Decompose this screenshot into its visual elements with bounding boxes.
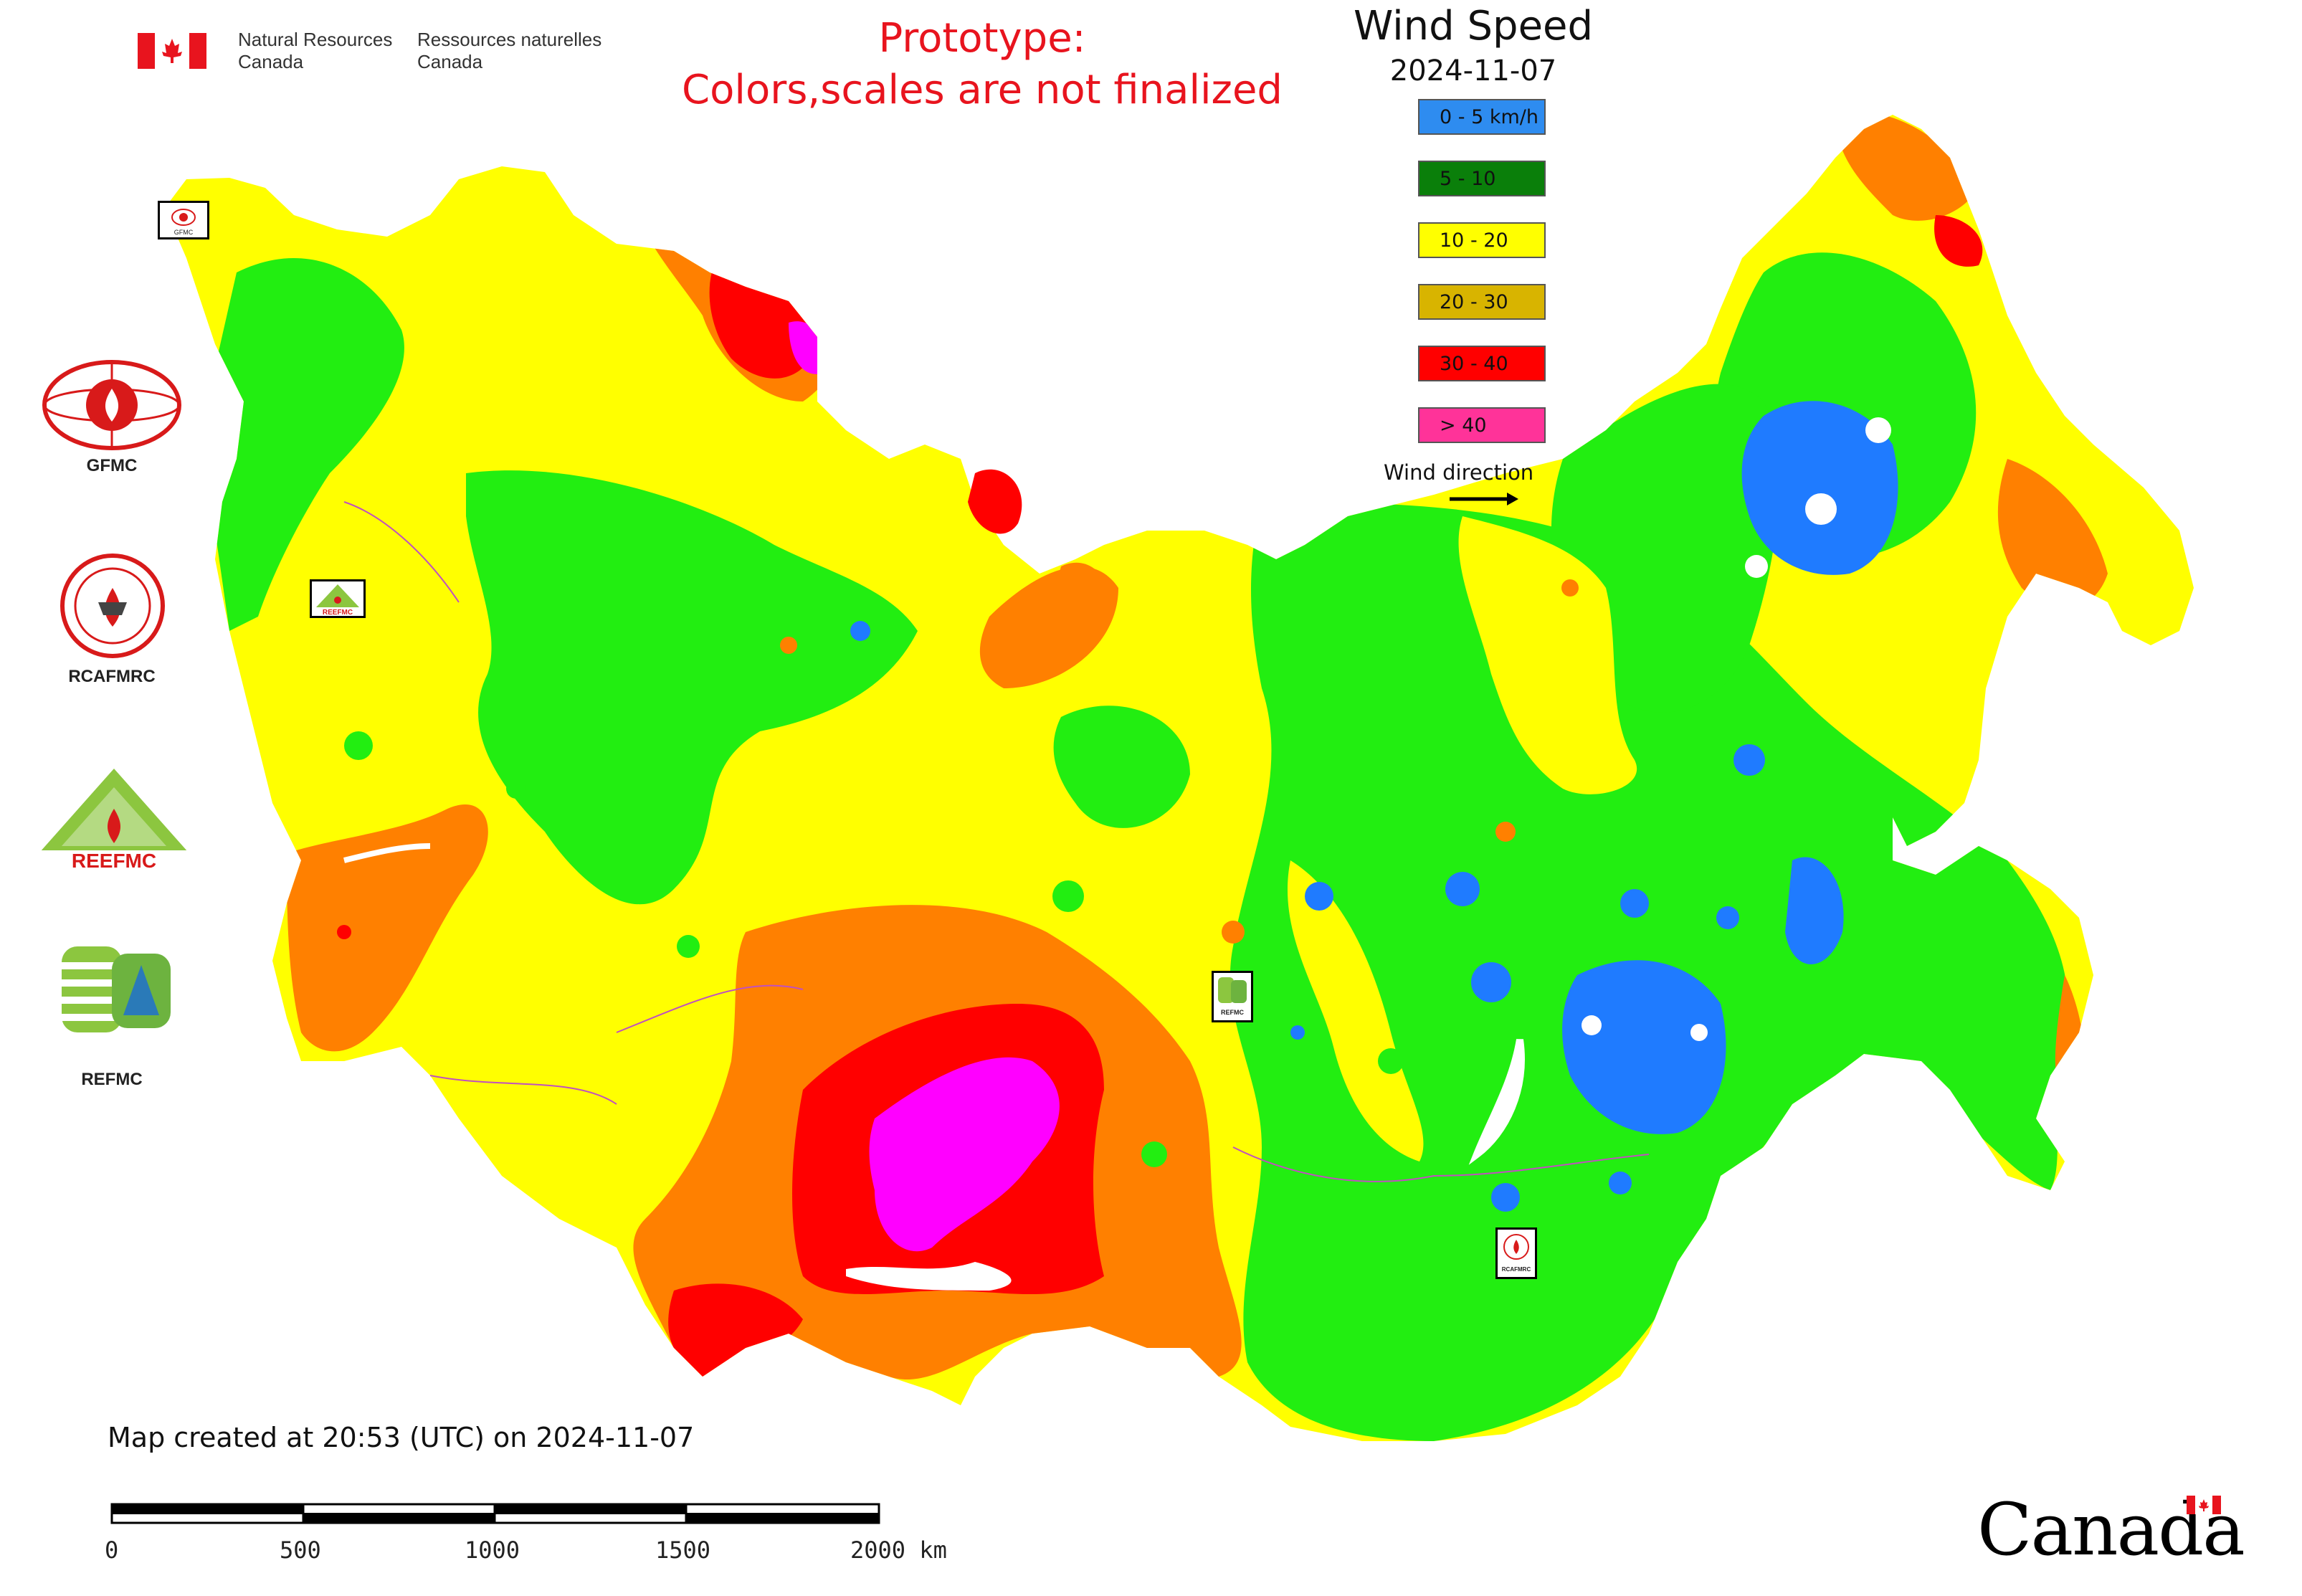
reefmc-marker-icon: REEFMC xyxy=(316,584,359,617)
canada-flag-icon xyxy=(138,33,206,69)
map-marker-gfmc[interactable]: GFMC xyxy=(158,201,209,239)
svg-text:REEFMC: REEFMC xyxy=(323,609,353,616)
legend-label: 0 - 5 km/h xyxy=(1440,105,1538,128)
refmc-marker-icon: REFMC xyxy=(1218,977,1247,1016)
nrcan-fr-line2: Canada xyxy=(417,51,483,72)
gfmc-logo-icon xyxy=(40,358,184,455)
svg-text:RCAFMRC: RCAFMRC xyxy=(1502,1266,1531,1273)
prototype-line2: Colors,scales are not finalized xyxy=(682,67,1283,113)
wind-blobs xyxy=(337,579,1765,1212)
svg-text:REFMC: REFMC xyxy=(1221,1009,1244,1016)
legend-class-0-5: 0 - 5 km/h xyxy=(1418,99,1546,135)
scale-label-500: 500 xyxy=(280,1536,321,1564)
legend-label: > 40 xyxy=(1440,414,1487,437)
prototype-line1: Prototype: xyxy=(878,15,1086,62)
legend-label: 30 - 40 xyxy=(1440,352,1508,375)
legend-class-over-40: > 40 xyxy=(1418,407,1546,443)
nrcan-en-line1: Natural Resources xyxy=(238,29,393,50)
country-borders xyxy=(343,501,1650,1182)
prototype-notice: Prototype: Colors,scales are not finaliz… xyxy=(660,13,1305,116)
legend-title: Wind Speed xyxy=(1353,3,1594,49)
map-marker-refmc[interactable]: REFMC xyxy=(1212,971,1253,1022)
rcafmrc-logo-icon xyxy=(59,552,166,662)
nrcan-name-fr: Ressources naturelles Canada xyxy=(417,29,601,73)
svg-text:GFMC: GFMC xyxy=(174,229,194,236)
gfmc-marker-icon: GFMC xyxy=(171,209,196,236)
scale-label-2000: 2000 km xyxy=(850,1536,947,1564)
refmc-logo-icon xyxy=(59,944,173,1040)
svg-text:REEFMC: REEFMC xyxy=(72,850,156,872)
map-marker-reefmc[interactable]: REEFMC xyxy=(310,579,366,618)
rcafmrc-marker-icon: RCAFMRC xyxy=(1502,1234,1531,1273)
island-novaya-zemlya xyxy=(968,469,1022,534)
legend-label: 5 - 10 xyxy=(1440,167,1496,190)
gfmc-label: GFMC xyxy=(86,456,138,475)
reefmc-logo-icon: REEFMC xyxy=(37,766,191,876)
rcafmrc-label: RCAFMRC xyxy=(68,667,156,686)
island-yamal xyxy=(1054,562,1108,623)
scale-label-0: 0 xyxy=(105,1536,119,1564)
legend-date: 2024-11-07 xyxy=(1389,54,1557,87)
legend-class-20-30: 20 - 30 xyxy=(1418,284,1546,320)
nrcan-name-en: Natural Resources Canada xyxy=(238,29,392,73)
legend-class-30-40: 30 - 40 xyxy=(1418,346,1546,381)
wind-direction-label: Wind direction xyxy=(1384,460,1534,485)
scale-label-1500: 1500 xyxy=(655,1536,711,1564)
map-created-timestamp: Map created at 20:53 (UTC) on 2024-11-07 xyxy=(108,1422,695,1453)
canada-wordmark-flag-icon xyxy=(2187,1496,2221,1514)
water-bodies xyxy=(343,417,1891,1291)
nrcan-fr-line1: Ressources naturelles xyxy=(417,29,602,50)
legend-class-10-20: 10 - 20 xyxy=(1418,222,1546,258)
wind-direction-arrow-icon xyxy=(1450,493,1518,505)
legend-label: 10 - 20 xyxy=(1440,229,1508,252)
legend-class-5-10: 5 - 10 xyxy=(1418,161,1546,196)
scale-label-1000: 1000 xyxy=(465,1536,520,1564)
refmc-label: REFMC xyxy=(81,1070,143,1089)
nrcan-en-line2: Canada xyxy=(238,51,304,72)
legend-label: 20 - 30 xyxy=(1440,290,1508,313)
scale-bar xyxy=(110,1503,880,1524)
map-marker-rcafmrc[interactable]: RCAFMRC xyxy=(1495,1227,1537,1279)
